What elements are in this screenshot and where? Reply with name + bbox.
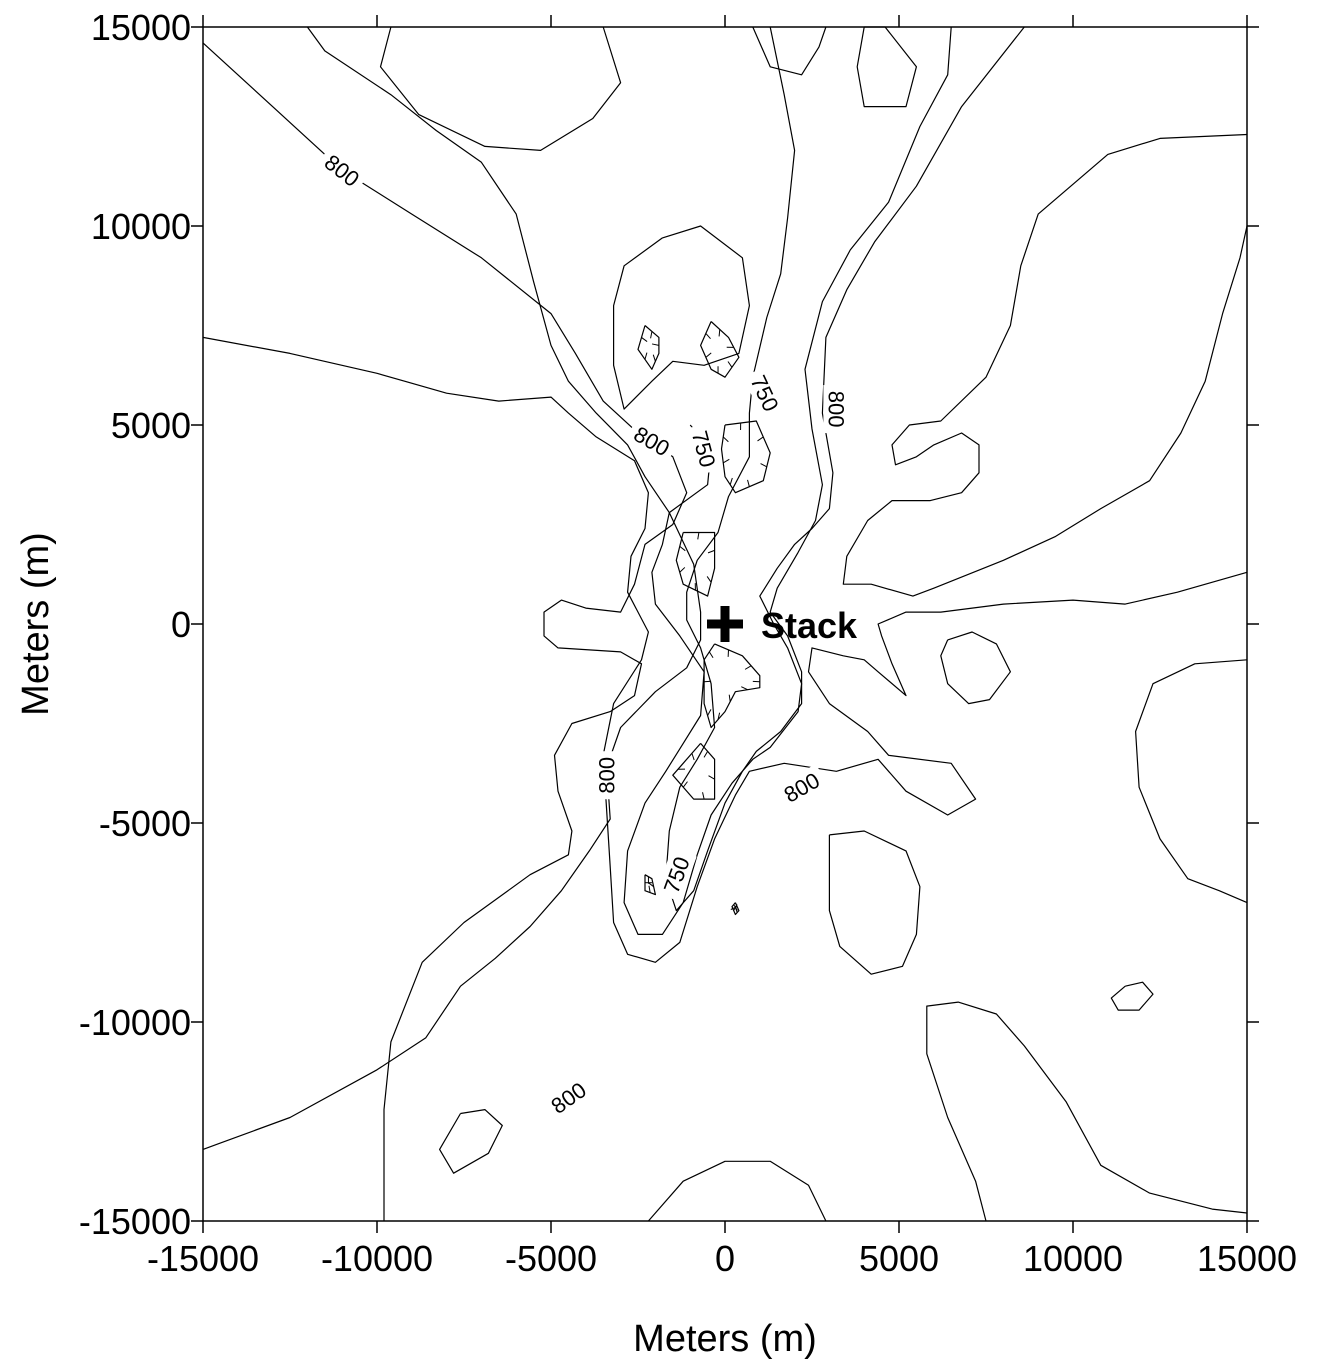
contour-label-bg bbox=[315, 145, 370, 196]
hachure-mark bbox=[733, 904, 738, 911]
contour-line-800 bbox=[1134, 659, 1248, 904]
x-tick-label: 15000 bbox=[1197, 1238, 1297, 1279]
hachure-mark bbox=[679, 567, 686, 573]
y-axis-title: Meters (m) bbox=[15, 532, 57, 716]
x-tick-label: -5000 bbox=[505, 1238, 597, 1279]
hachure-mark bbox=[650, 331, 653, 339]
hachure-mark bbox=[679, 545, 686, 552]
hachure-mark bbox=[708, 651, 714, 659]
contour-line-800 bbox=[439, 1108, 503, 1174]
y-tick-label: -15000 bbox=[79, 1201, 191, 1242]
hachure-mark bbox=[723, 458, 730, 464]
contour-line-700 bbox=[644, 874, 657, 896]
contour-label-bg bbox=[774, 763, 829, 811]
contour-line-700 bbox=[703, 643, 761, 729]
contour-line-800 bbox=[752, 26, 827, 76]
hachure-mark bbox=[706, 576, 712, 583]
contour-label-bg bbox=[655, 847, 697, 902]
hachure-mark bbox=[705, 333, 711, 340]
x-tick-label: 5000 bbox=[859, 1238, 939, 1279]
hachure-mark bbox=[703, 751, 709, 758]
stack-label: Stack bbox=[761, 605, 858, 646]
hachure-mark bbox=[697, 532, 700, 540]
hachure-mark bbox=[641, 337, 648, 342]
contour-label-bg bbox=[685, 422, 723, 476]
x-tick-label: -10000 bbox=[321, 1238, 433, 1279]
contour-label-bg bbox=[541, 1073, 596, 1123]
contour-label: 750 bbox=[687, 428, 721, 470]
contour-line-750 bbox=[665, 26, 952, 912]
hachure-mark bbox=[691, 753, 695, 761]
contour-label-bg bbox=[593, 751, 620, 800]
contour-line-800 bbox=[202, 42, 688, 1221]
hachure-mark bbox=[718, 329, 721, 337]
hachure-mark bbox=[682, 781, 688, 788]
contour-line-700 bbox=[699, 321, 740, 378]
contour-label-bg bbox=[823, 385, 850, 434]
hachure-mark bbox=[702, 792, 705, 800]
hachure-mark bbox=[728, 694, 731, 702]
x-tick-label: -15000 bbox=[147, 1238, 259, 1279]
contour-line-800 bbox=[856, 26, 918, 108]
hachure-mark bbox=[717, 712, 721, 720]
contour-line-700 bbox=[672, 743, 716, 800]
contour-label-bg bbox=[743, 365, 787, 421]
contour-line-750 bbox=[612, 225, 751, 410]
y-tick-label: -10000 bbox=[79, 1002, 191, 1043]
x-tick-label: 10000 bbox=[1023, 1238, 1123, 1279]
hachure-mark bbox=[747, 479, 750, 487]
contour-line-800 bbox=[926, 1001, 1248, 1222]
contour-line-800 bbox=[1110, 981, 1154, 1011]
contour-line-700 bbox=[720, 420, 771, 494]
contour-label: 800 bbox=[595, 757, 620, 794]
contour-line-700 bbox=[637, 325, 660, 370]
axis-ticks: -15000 -10000 -5000 0 5000 10000 15000 -15000 -1… bbox=[79, 7, 1297, 1279]
y-tick-label: 5000 bbox=[111, 405, 191, 446]
hachure-mark bbox=[644, 352, 648, 360]
hachure-mark bbox=[652, 354, 656, 362]
y-tick-label: -5000 bbox=[99, 803, 191, 844]
contour-line-800 bbox=[202, 26, 702, 1150]
y-tick-label: 0 bbox=[171, 604, 191, 645]
hachure-mark bbox=[757, 436, 764, 442]
stack-plus-vertical bbox=[720, 606, 730, 642]
contour-label-bg bbox=[624, 417, 680, 465]
hachure-mark bbox=[707, 549, 715, 554]
contour-line-800 bbox=[842, 133, 1248, 597]
y-tick-label: 15000 bbox=[91, 7, 191, 48]
hachure-mark bbox=[705, 352, 712, 358]
hachure-mark bbox=[727, 361, 733, 368]
contour-line-800 bbox=[647, 1160, 827, 1222]
hachure-mark bbox=[648, 885, 651, 893]
y-tick-label: 10000 bbox=[91, 206, 191, 247]
x-axis-title: Meters (m) bbox=[633, 1318, 817, 1360]
contour-label: 800 bbox=[823, 391, 848, 428]
hachure-mark bbox=[722, 436, 729, 443]
hachure-mark bbox=[744, 665, 752, 670]
hachure-mark bbox=[729, 477, 733, 485]
stack-marker: Stack bbox=[707, 605, 858, 646]
contour-lines bbox=[202, 26, 1248, 1222]
hachure-mark bbox=[651, 343, 659, 346]
contour-line-700 bbox=[675, 531, 716, 597]
hachure-mark bbox=[760, 463, 767, 468]
x-tick-label: 0 bbox=[715, 1238, 735, 1279]
contour-line-700 bbox=[731, 902, 740, 916]
hachure-mark bbox=[707, 709, 712, 716]
contour-line-800 bbox=[202, 336, 1248, 963]
hachure-mark bbox=[708, 775, 715, 780]
contour-line-800 bbox=[940, 631, 1012, 705]
contour-line-800 bbox=[379, 26, 622, 151]
hachure-mark bbox=[741, 686, 748, 691]
contour-line-800 bbox=[828, 830, 921, 975]
contour-line-750 bbox=[623, 26, 1025, 936]
